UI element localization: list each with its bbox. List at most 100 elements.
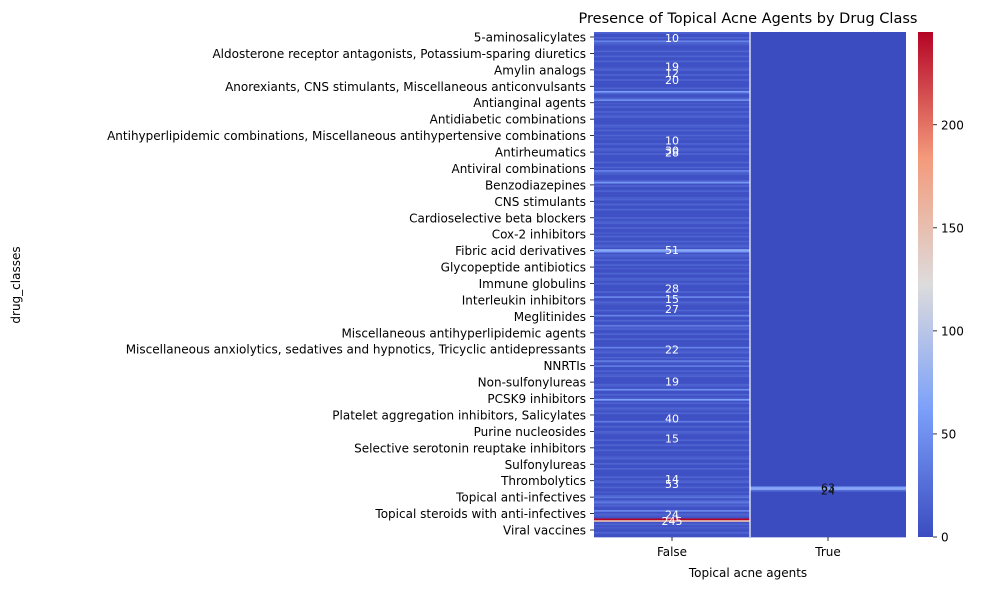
heatmap-cell (594, 282, 750, 285)
heatmap-cell (750, 489, 906, 492)
heatmap-cell (594, 222, 750, 225)
heatmap-cell (750, 397, 906, 400)
heatmap-cell (750, 262, 906, 265)
y-tick-label: Platelet aggregation inhibitors, Salicyl… (332, 408, 586, 422)
heatmap-cell (594, 348, 750, 351)
heatmap-cell (750, 368, 906, 371)
heatmap-cell (594, 355, 750, 358)
cell-annotation: 63 (821, 481, 835, 494)
heatmap-cell (750, 112, 906, 115)
heatmap-cell (750, 346, 906, 349)
heatmap-cell (750, 119, 906, 122)
heatmap-cell (750, 163, 906, 166)
colorbar-tick-label: 50 (941, 427, 956, 441)
heatmap-cell (750, 265, 906, 269)
heatmap-cell (750, 313, 906, 316)
heatmap-cell (594, 424, 750, 427)
heatmap-cell (750, 267, 906, 270)
heatmap-cell (750, 530, 906, 533)
heatmap-cell (594, 296, 750, 299)
heatmap-cell (594, 292, 750, 295)
heatmap-cell (750, 149, 906, 152)
heatmap-cell (594, 104, 750, 107)
heatmap-cell (594, 52, 750, 55)
heatmap-cell (594, 97, 750, 100)
heatmap-cell (594, 133, 750, 136)
heatmap-cell (594, 338, 750, 341)
heatmap-cell (594, 368, 750, 371)
heatmap-cell (594, 314, 750, 317)
heatmap-cell (594, 390, 750, 393)
heatmap-cell (750, 436, 906, 439)
heatmap-cell (594, 69, 750, 72)
heatmap-cell (594, 180, 750, 183)
heatmap-cell (594, 37, 750, 40)
heatmap-cell (594, 422, 750, 425)
heatmap-cell (750, 166, 906, 169)
heatmap-cell (750, 284, 906, 287)
y-tick-label: 5-aminosalicylates (474, 31, 586, 45)
heatmap-cell (594, 161, 750, 164)
heatmap-cell (750, 35, 906, 38)
heatmap-cell (594, 405, 750, 408)
heatmap-cell (750, 432, 906, 435)
heatmap-cell (594, 262, 750, 265)
heatmap-cell (594, 87, 750, 90)
heatmap-cell (750, 40, 906, 43)
heatmap-cell (594, 479, 750, 482)
heatmap-cell (594, 303, 750, 306)
heatmap-cell (750, 400, 906, 403)
heatmap-cell (594, 501, 750, 504)
heatmap-cell (594, 43, 750, 46)
heatmap-cell (594, 257, 750, 260)
heatmap-cell (750, 57, 906, 60)
heatmap-cell (594, 237, 750, 240)
heatmap-cell (750, 161, 906, 164)
cell-annotation: 24 (665, 508, 679, 521)
heatmap-cell (594, 505, 750, 508)
heatmap-cell (750, 348, 906, 351)
heatmap-cell (750, 324, 906, 327)
heatmap-cell (594, 459, 750, 462)
heatmap-cell (750, 154, 906, 157)
heatmap-cell (594, 228, 750, 231)
heatmap-cell (750, 360, 906, 363)
y-tick-label: Amylin analogs (494, 63, 586, 77)
heatmap-cell (594, 85, 750, 88)
heatmap-cell (594, 260, 750, 263)
y-tick-label: Meglitinides (514, 310, 586, 324)
heatmap-cell (750, 511, 906, 514)
heatmap-cell (594, 94, 750, 97)
heatmap-cell (750, 276, 906, 279)
heatmap-cell (750, 131, 906, 134)
heatmap-cell (750, 274, 906, 277)
heatmap-cell (594, 185, 750, 188)
heatmap-cell (594, 190, 750, 193)
heatmap-cell (594, 415, 750, 418)
heatmap-cell (750, 340, 906, 343)
heatmap-cell (594, 217, 750, 220)
heatmap-cell (594, 227, 750, 230)
heatmap-cell (750, 272, 906, 275)
heatmap-cell (594, 232, 750, 235)
heatmap-cell (750, 87, 906, 90)
heatmap-cell (750, 478, 906, 481)
cell-annotation: 24 (821, 485, 835, 498)
heatmap-cell (594, 156, 750, 159)
y-tick-label: Antidiabetic combinations (430, 113, 586, 127)
heatmap-cell (750, 198, 906, 201)
heatmap-cell (750, 366, 906, 370)
heatmap-cell (594, 102, 750, 105)
heatmap-cell (750, 193, 906, 196)
cell-annotation: 20 (665, 74, 679, 87)
y-tick-label: Topical steroids with anti-infectives (374, 507, 586, 521)
heatmap-cell (750, 473, 906, 476)
heatmap-cell (594, 242, 750, 245)
heatmap-cell (750, 329, 906, 332)
heatmap-cell (750, 311, 906, 314)
heatmap-cell (594, 57, 750, 60)
heatmap-cell (750, 53, 906, 56)
heatmap-cell (750, 291, 906, 294)
heatmap-cell (750, 314, 906, 317)
heatmap-cell (594, 166, 750, 169)
